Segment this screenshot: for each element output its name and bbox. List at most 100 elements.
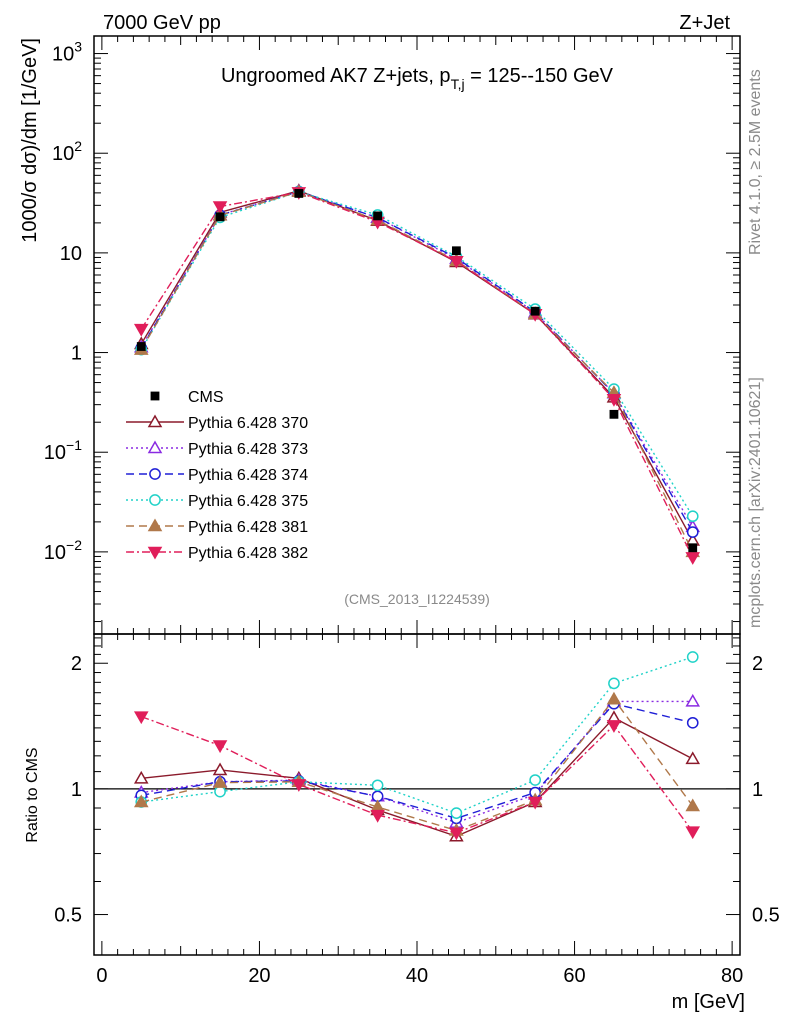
series-ratio-point xyxy=(606,691,622,705)
series-ratio-point xyxy=(133,711,149,725)
plot-title-subscript: T,j xyxy=(451,76,465,92)
series-line xyxy=(140,191,694,553)
data-point xyxy=(609,409,619,419)
legend-marker xyxy=(149,468,161,480)
ratio-tick-label: 0.5 xyxy=(752,905,780,927)
series-ratio-point xyxy=(133,770,149,784)
series-ratio-point xyxy=(686,651,699,663)
legend-entry-data: CMS xyxy=(150,389,224,406)
y-tick-label: 10−2 xyxy=(44,537,82,564)
legend-label: Pythia 6.428 381 xyxy=(188,519,308,536)
legend-marker xyxy=(147,518,163,532)
legend-label: Pythia 6.428 370 xyxy=(188,415,308,432)
legend-label: Pythia 6.428 374 xyxy=(188,467,308,484)
series-ratio-point xyxy=(449,827,464,841)
legend-entry: Pythia 6.428 374 xyxy=(126,467,308,484)
header-right: Z+Jet xyxy=(679,12,730,34)
series-line xyxy=(140,190,694,541)
series-line xyxy=(140,191,694,558)
series-ratio-point xyxy=(685,826,701,840)
series-ratio-line xyxy=(141,715,694,834)
series-point xyxy=(449,255,464,269)
x-tick-label: 80 xyxy=(721,965,743,987)
legend-entry: Pythia 6.428 370 xyxy=(126,414,308,432)
data-point xyxy=(373,211,383,221)
legend-marker xyxy=(150,391,160,401)
series-ratio-point xyxy=(529,774,542,786)
series-ratio-point xyxy=(527,796,543,810)
series-point xyxy=(133,323,149,337)
y-tick-label: 102 xyxy=(52,138,82,165)
series-ratio-point xyxy=(685,751,701,765)
legend-label: Pythia 6.428 373 xyxy=(188,441,308,458)
series-ratio-line xyxy=(141,698,694,832)
series-ratio-point xyxy=(212,762,228,776)
series-ratio-point xyxy=(212,775,228,788)
x-axis-label: m [GeV] xyxy=(672,991,745,1013)
y-axis-label: 1000/σ dσ)/dm [1/GeV] xyxy=(19,38,41,243)
ratio-tick-label: 2 xyxy=(71,653,82,675)
series-ratio-line xyxy=(141,716,694,838)
data-point xyxy=(294,189,304,198)
series-ratio-point xyxy=(133,794,149,808)
rivet-label: Rivet 4.1.0, ≥ 2.5M events xyxy=(747,69,764,255)
series-ratio-line xyxy=(141,700,693,824)
header-left: 7000 GeV pp xyxy=(103,12,221,34)
data-point xyxy=(451,246,461,256)
series-ratio-line xyxy=(141,656,693,814)
legend-marker xyxy=(147,414,163,428)
mcplots-label: mcplots.cern.ch [arXiv:2401.10621] xyxy=(747,377,764,628)
data-point xyxy=(530,306,540,316)
plot-title: Ungroomed AK7 Z+jets, pT,j = 125--150 Ge… xyxy=(221,65,614,92)
series-point xyxy=(686,526,699,538)
legend: CMS Pythia 6.428 370 Pythia 6.428 373 Pythi… xyxy=(126,389,308,562)
ratio-y-axis-label: Ratio to CMS xyxy=(24,747,41,842)
series-ratio-point xyxy=(606,720,622,733)
ratio-tick-label: 2 xyxy=(752,653,763,675)
ratio-tick-label: 1 xyxy=(752,779,763,801)
series-ratio-line xyxy=(141,702,693,820)
series-ratio-point xyxy=(212,740,228,754)
legend-marker xyxy=(147,440,163,454)
y-tick-label: 10−1 xyxy=(44,437,82,464)
x-tick-label: 40 xyxy=(406,965,428,987)
series-ratio-point xyxy=(370,809,385,823)
analysis-id: (CMS_2013_I1224539) xyxy=(344,591,490,607)
legend-entry: Pythia 6.428 381 xyxy=(126,518,308,536)
legend-label: Pythia 6.428 382 xyxy=(188,545,308,562)
legend-entry: Pythia 6.428 375 xyxy=(126,493,308,510)
series-point xyxy=(686,510,699,523)
data-series xyxy=(136,189,698,553)
legend-entry: Pythia 6.428 382 xyxy=(126,545,308,562)
series-6 xyxy=(133,187,701,841)
series-line xyxy=(140,191,694,517)
series-point xyxy=(606,393,622,407)
legend-entry: Pythia 6.428 373 xyxy=(126,440,308,458)
curves-group xyxy=(133,183,701,842)
series-ratio-point xyxy=(685,798,701,812)
x-tick-label: 20 xyxy=(248,965,270,987)
series-ratio-point xyxy=(608,677,620,690)
series-ratio-point xyxy=(686,716,699,729)
y-tick-label: 1 xyxy=(71,343,82,365)
legend-label: Pythia 6.428 375 xyxy=(188,493,308,510)
series-ratio-point xyxy=(685,693,701,707)
series-5 xyxy=(133,184,701,836)
x-tick-label: 0 xyxy=(96,965,107,987)
series-point xyxy=(212,201,228,215)
legend-label: CMS xyxy=(188,389,224,406)
ratio-tick-label: 1 xyxy=(71,779,82,801)
legend-marker xyxy=(147,546,163,560)
ratio-plot-frame xyxy=(93,633,741,956)
y-tick-label: 10 xyxy=(60,243,82,265)
data-point xyxy=(215,212,225,222)
series-point xyxy=(685,552,701,565)
series-ratio-point xyxy=(291,779,307,792)
data-point xyxy=(688,543,698,553)
data-point xyxy=(136,342,146,351)
legend-marker xyxy=(149,494,161,506)
series-ratio-point xyxy=(371,779,384,792)
ratio-tick-label: 0.5 xyxy=(54,905,82,927)
